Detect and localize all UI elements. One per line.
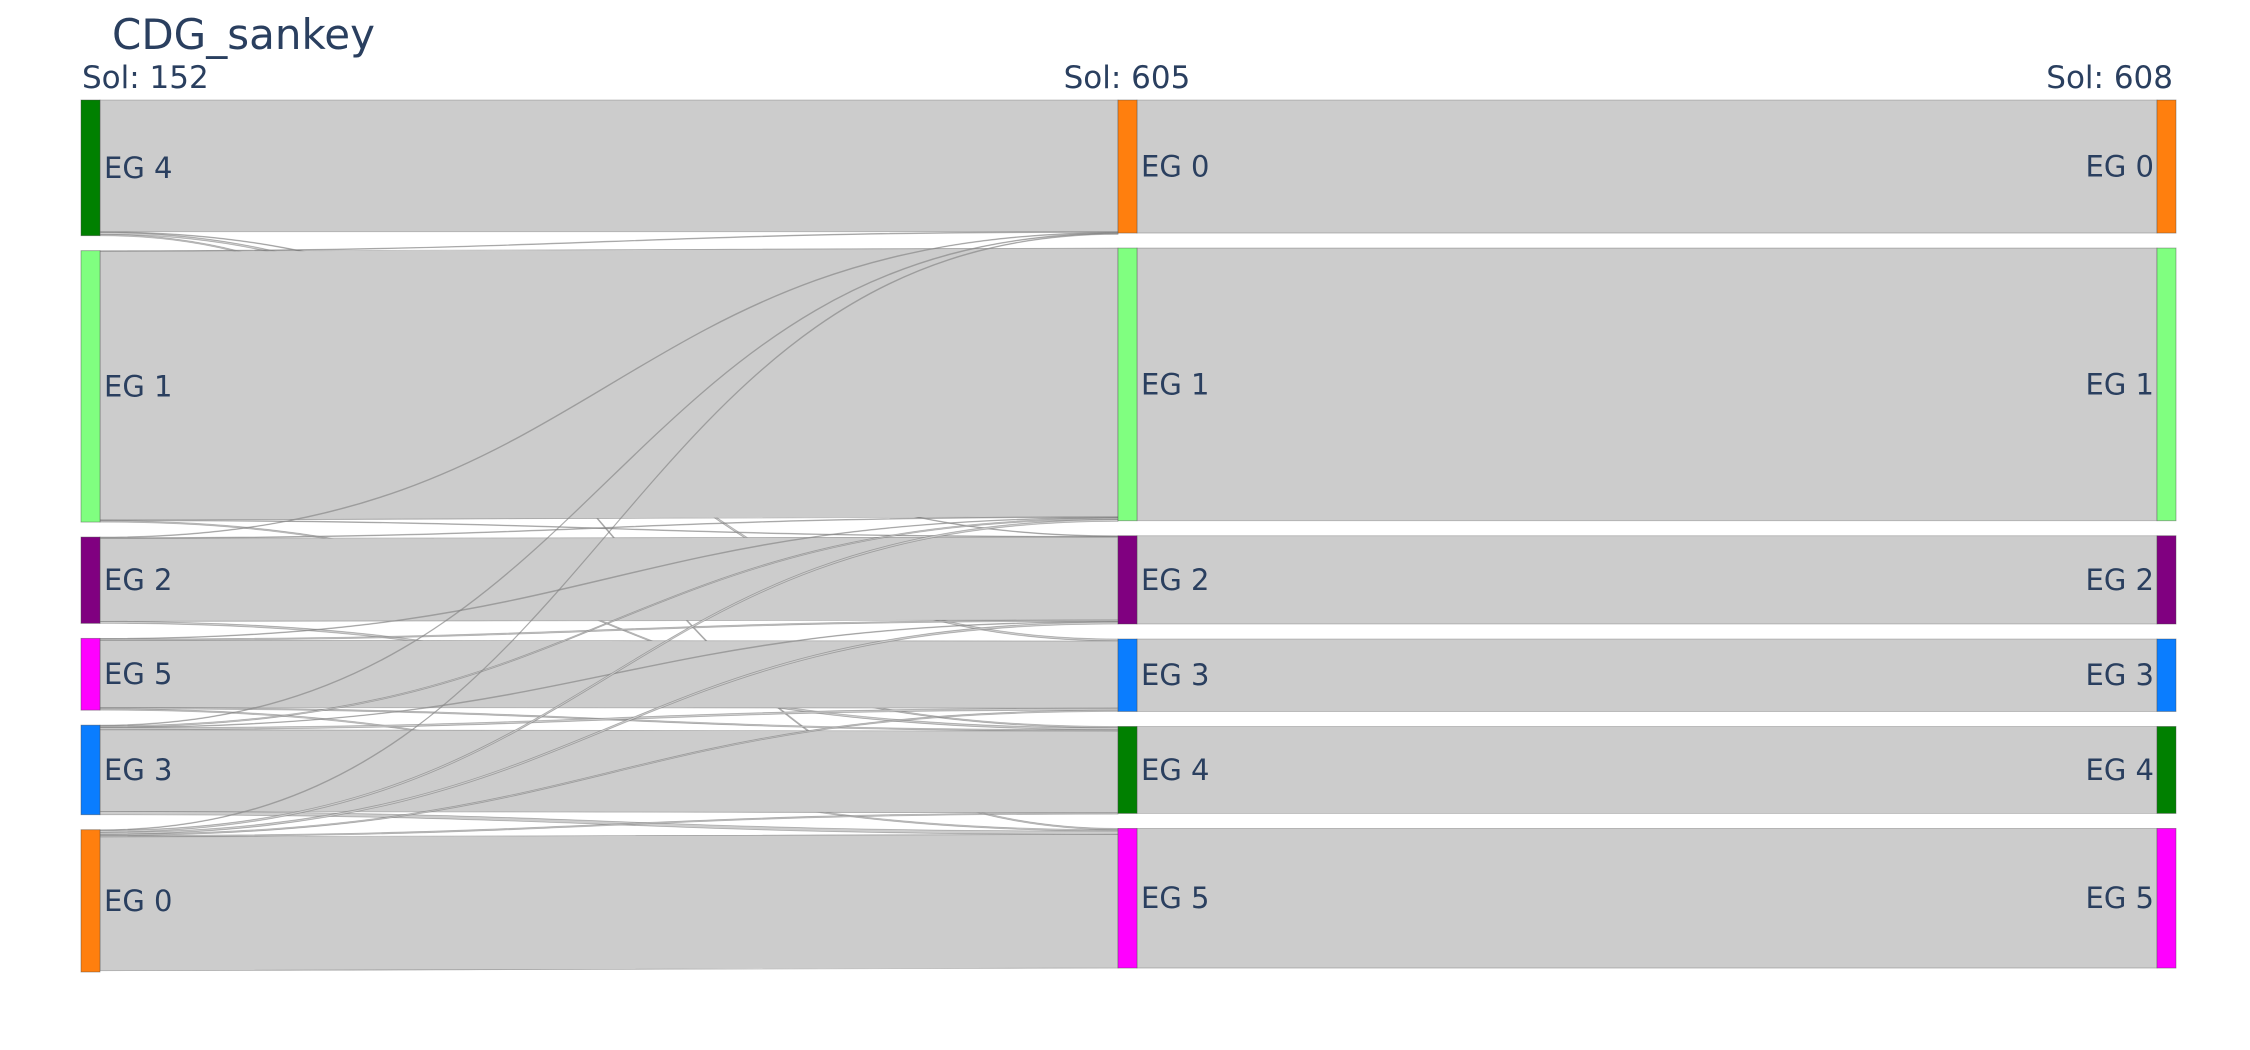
sankey-node-label: EG 5 — [1141, 881, 1209, 915]
sankey-link[interactable] — [99, 812, 1119, 838]
sankey-node-eg5-col0[interactable] — [80, 637, 101, 711]
sankey-node-eg4-col1[interactable] — [1117, 726, 1138, 814]
sankey-node-label: EG 5 — [104, 657, 172, 691]
sankey-node-eg4-col0[interactable] — [80, 99, 101, 237]
sankey-link[interactable] — [99, 99, 1119, 233]
sankey-link[interactable] — [1136, 638, 2158, 712]
sankey-node-label: EG 3 — [104, 753, 172, 787]
sankey-node-eg3-col0[interactable] — [80, 724, 101, 816]
sankey-link[interactable] — [1136, 535, 2158, 625]
sankey-node-eg3-col2[interactable] — [2156, 638, 2177, 712]
sankey-node-eg5-col1[interactable] — [1117, 828, 1138, 969]
sankey-link[interactable] — [1136, 828, 2158, 969]
sankey-node-eg2-col0[interactable] — [80, 536, 101, 624]
column-label-sol-608: Sol: 608 — [2046, 60, 2173, 96]
sankey-node-eg0-col2[interactable] — [2156, 99, 2177, 234]
sankey-node-eg1-col0[interactable] — [80, 250, 101, 523]
sankey-links — [99, 99, 2158, 972]
sankey-node-eg5-col2[interactable] — [2156, 828, 2177, 969]
sankey-node-eg2-col2[interactable] — [2156, 535, 2177, 625]
sankey-node-eg3-col1[interactable] — [1117, 638, 1138, 712]
sankey-link[interactable] — [1136, 247, 2158, 522]
sankey-link[interactable] — [1136, 726, 2158, 814]
sankey-link[interactable] — [99, 833, 1119, 972]
sankey-node-label: EG 4 — [2086, 753, 2154, 787]
sankey-node-label: EG 1 — [1141, 367, 1209, 401]
sankey-node-eg1-col2[interactable] — [2156, 247, 2177, 522]
sankey-node-label: EG 2 — [2086, 563, 2154, 597]
sankey-link[interactable] — [99, 519, 1119, 833]
sankey-node-label: EG 0 — [1141, 150, 1209, 184]
sankey-node-label: EG 4 — [1141, 753, 1209, 787]
sankey-link[interactable] — [99, 536, 1119, 622]
column-label-sol-605: Sol: 605 — [1064, 60, 1191, 96]
sankey-node-label: EG 4 — [104, 151, 172, 185]
sankey-node-eg0-col1[interactable] — [1117, 99, 1138, 234]
sankey-node-label: EG 5 — [2086, 881, 2154, 915]
column-label-sol-152: Sol: 152 — [82, 60, 209, 96]
sankey-nodes: EG 4 EG 1 EG 2 EG 5 EG 3 EG 0 EG 0 EG 1 EG 2 EG 3… — [80, 99, 2177, 973]
sankey-node-label: EG 3 — [1141, 658, 1209, 692]
sankey-node-label: EG 0 — [2086, 150, 2154, 184]
sankey-node-label: EG 1 — [104, 369, 172, 403]
sankey-node-label: EG 1 — [2086, 367, 2154, 401]
chart-title: CDG_sankey — [112, 10, 375, 59]
sankey-node-label: EG 2 — [104, 563, 172, 597]
sankey-link[interactable] — [1136, 99, 2158, 234]
sankey-node-label: EG 0 — [104, 884, 172, 918]
sankey-node-eg2-col1[interactable] — [1117, 535, 1138, 625]
sankey-node-eg4-col2[interactable] — [2156, 726, 2177, 814]
sankey-link[interactable] — [99, 729, 1119, 814]
sankey-node-label: EG 2 — [1141, 563, 1209, 597]
sankey-link[interactable] — [99, 233, 1119, 831]
sankey-node-eg1-col1[interactable] — [1117, 247, 1138, 522]
sankey-node-label: EG 3 — [2086, 658, 2154, 692]
sankey-node-eg0-col0[interactable] — [80, 829, 101, 973]
